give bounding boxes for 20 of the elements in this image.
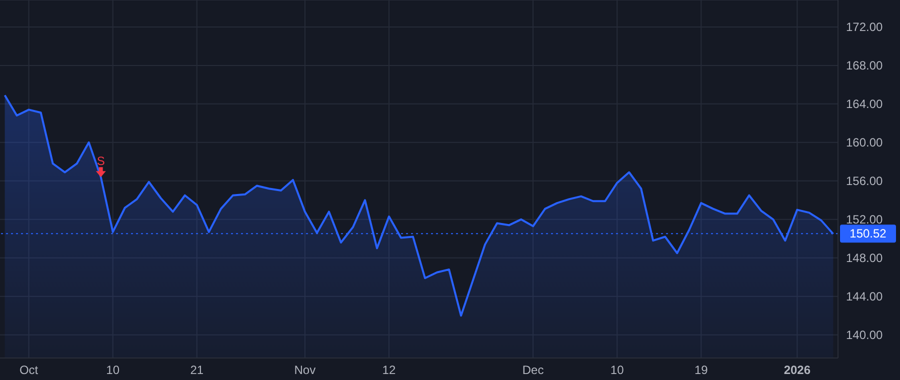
y-tick-label: 168.00 (846, 58, 884, 73)
y-tick-label: 156.00 (846, 174, 884, 188)
y-tick-label: 152.00 (846, 212, 884, 227)
x-tick-label: 19 (694, 363, 708, 377)
x-tick-label: 10 (106, 363, 120, 377)
ref-line-label: 150.52 (850, 226, 887, 241)
x-tick-label: Dec (522, 363, 544, 377)
x-tick-label: 12 (382, 363, 396, 377)
x-tick-label: Nov (294, 363, 316, 377)
x-tick-label: Oct (19, 363, 39, 377)
y-tick-label: 148.00 (846, 251, 884, 266)
annotation: S (96, 154, 105, 168)
y-tick-label: 140.00 (846, 328, 884, 342)
y-tick-label: 172.00 (846, 20, 884, 34)
y-tick-label: 160.00 (846, 136, 884, 150)
x-tick-label: 21 (190, 363, 204, 377)
y-tick-label: 144.00 (846, 290, 884, 304)
x-tick-label: 10 (610, 363, 624, 377)
y-tick-label: 164.00 (846, 97, 884, 112)
x-tick-label: 2026 (784, 363, 811, 377)
